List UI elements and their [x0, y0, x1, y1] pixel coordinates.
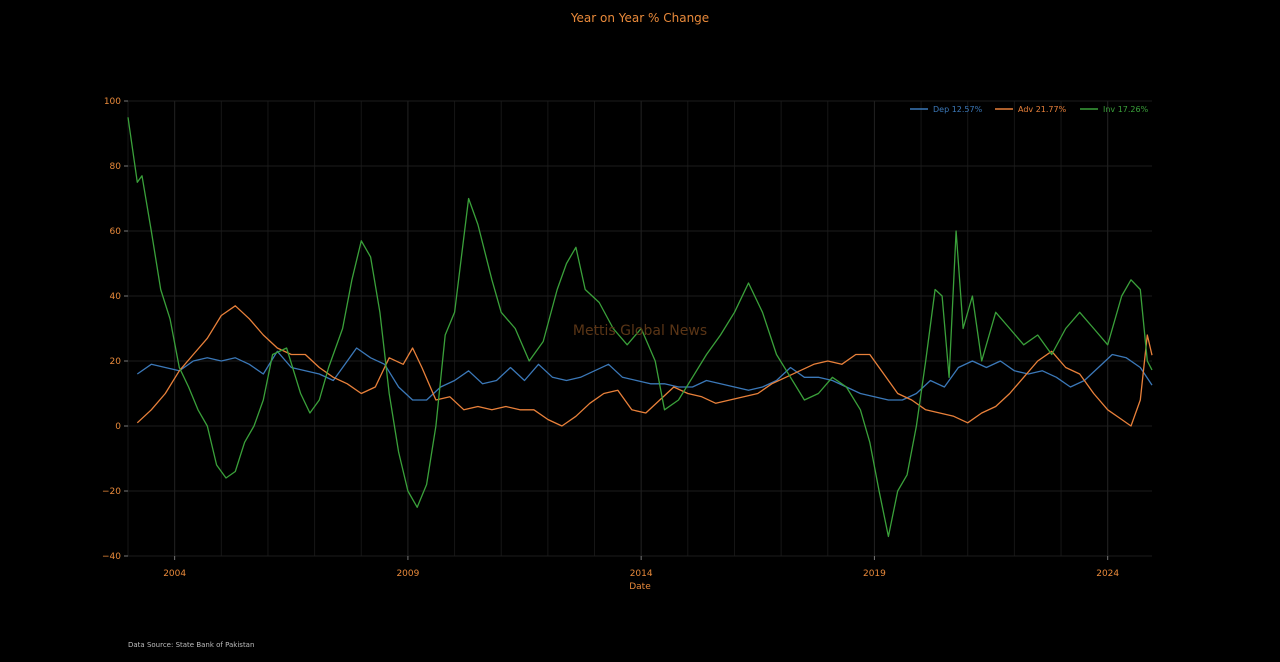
- series-line-inv: [127, 117, 1153, 538]
- series-line-adv: [136, 305, 1153, 427]
- legend: Dep 12.57% Adv 21.77% Inv 17.26%: [910, 105, 1149, 114]
- x-axis-label: Date: [629, 582, 651, 592]
- x-tick-label: 2019: [863, 569, 886, 579]
- y-tick-label: 0: [115, 422, 121, 432]
- y-tick-label: 40: [110, 292, 122, 302]
- x-tick-label: 2014: [630, 569, 653, 579]
- legend-label-inv: Inv 17.26%: [1103, 105, 1149, 114]
- series-line-dep: [136, 347, 1153, 401]
- legend-label-dep: Dep 12.57%: [933, 105, 983, 114]
- y-tick-label: −20: [102, 487, 121, 497]
- x-tick-label: 2024: [1096, 569, 1119, 579]
- legend-label-adv: Adv 21.77%: [1018, 105, 1067, 114]
- watermark: Mettis Global News: [573, 323, 707, 339]
- y-tick-label: 80: [110, 162, 122, 172]
- grid: [127, 100, 1152, 557]
- series-lines: [127, 117, 1153, 538]
- y-tick-label: 60: [110, 227, 122, 237]
- axes: 100 80 60 40 20 0 −20 −40 2004 2009 2014 2019 2024: [102, 97, 1119, 579]
- x-tick-label: 2009: [396, 569, 419, 579]
- data-source-note: Data Source: State Bank of Pakistan: [128, 641, 255, 649]
- x-tick-label: 2004: [163, 569, 186, 579]
- y-tick-label: 20: [110, 357, 122, 367]
- chart-title: Year on Year % Change: [570, 11, 709, 25]
- y-tick-label: −40: [102, 552, 121, 562]
- y-tick-label: 100: [104, 97, 121, 107]
